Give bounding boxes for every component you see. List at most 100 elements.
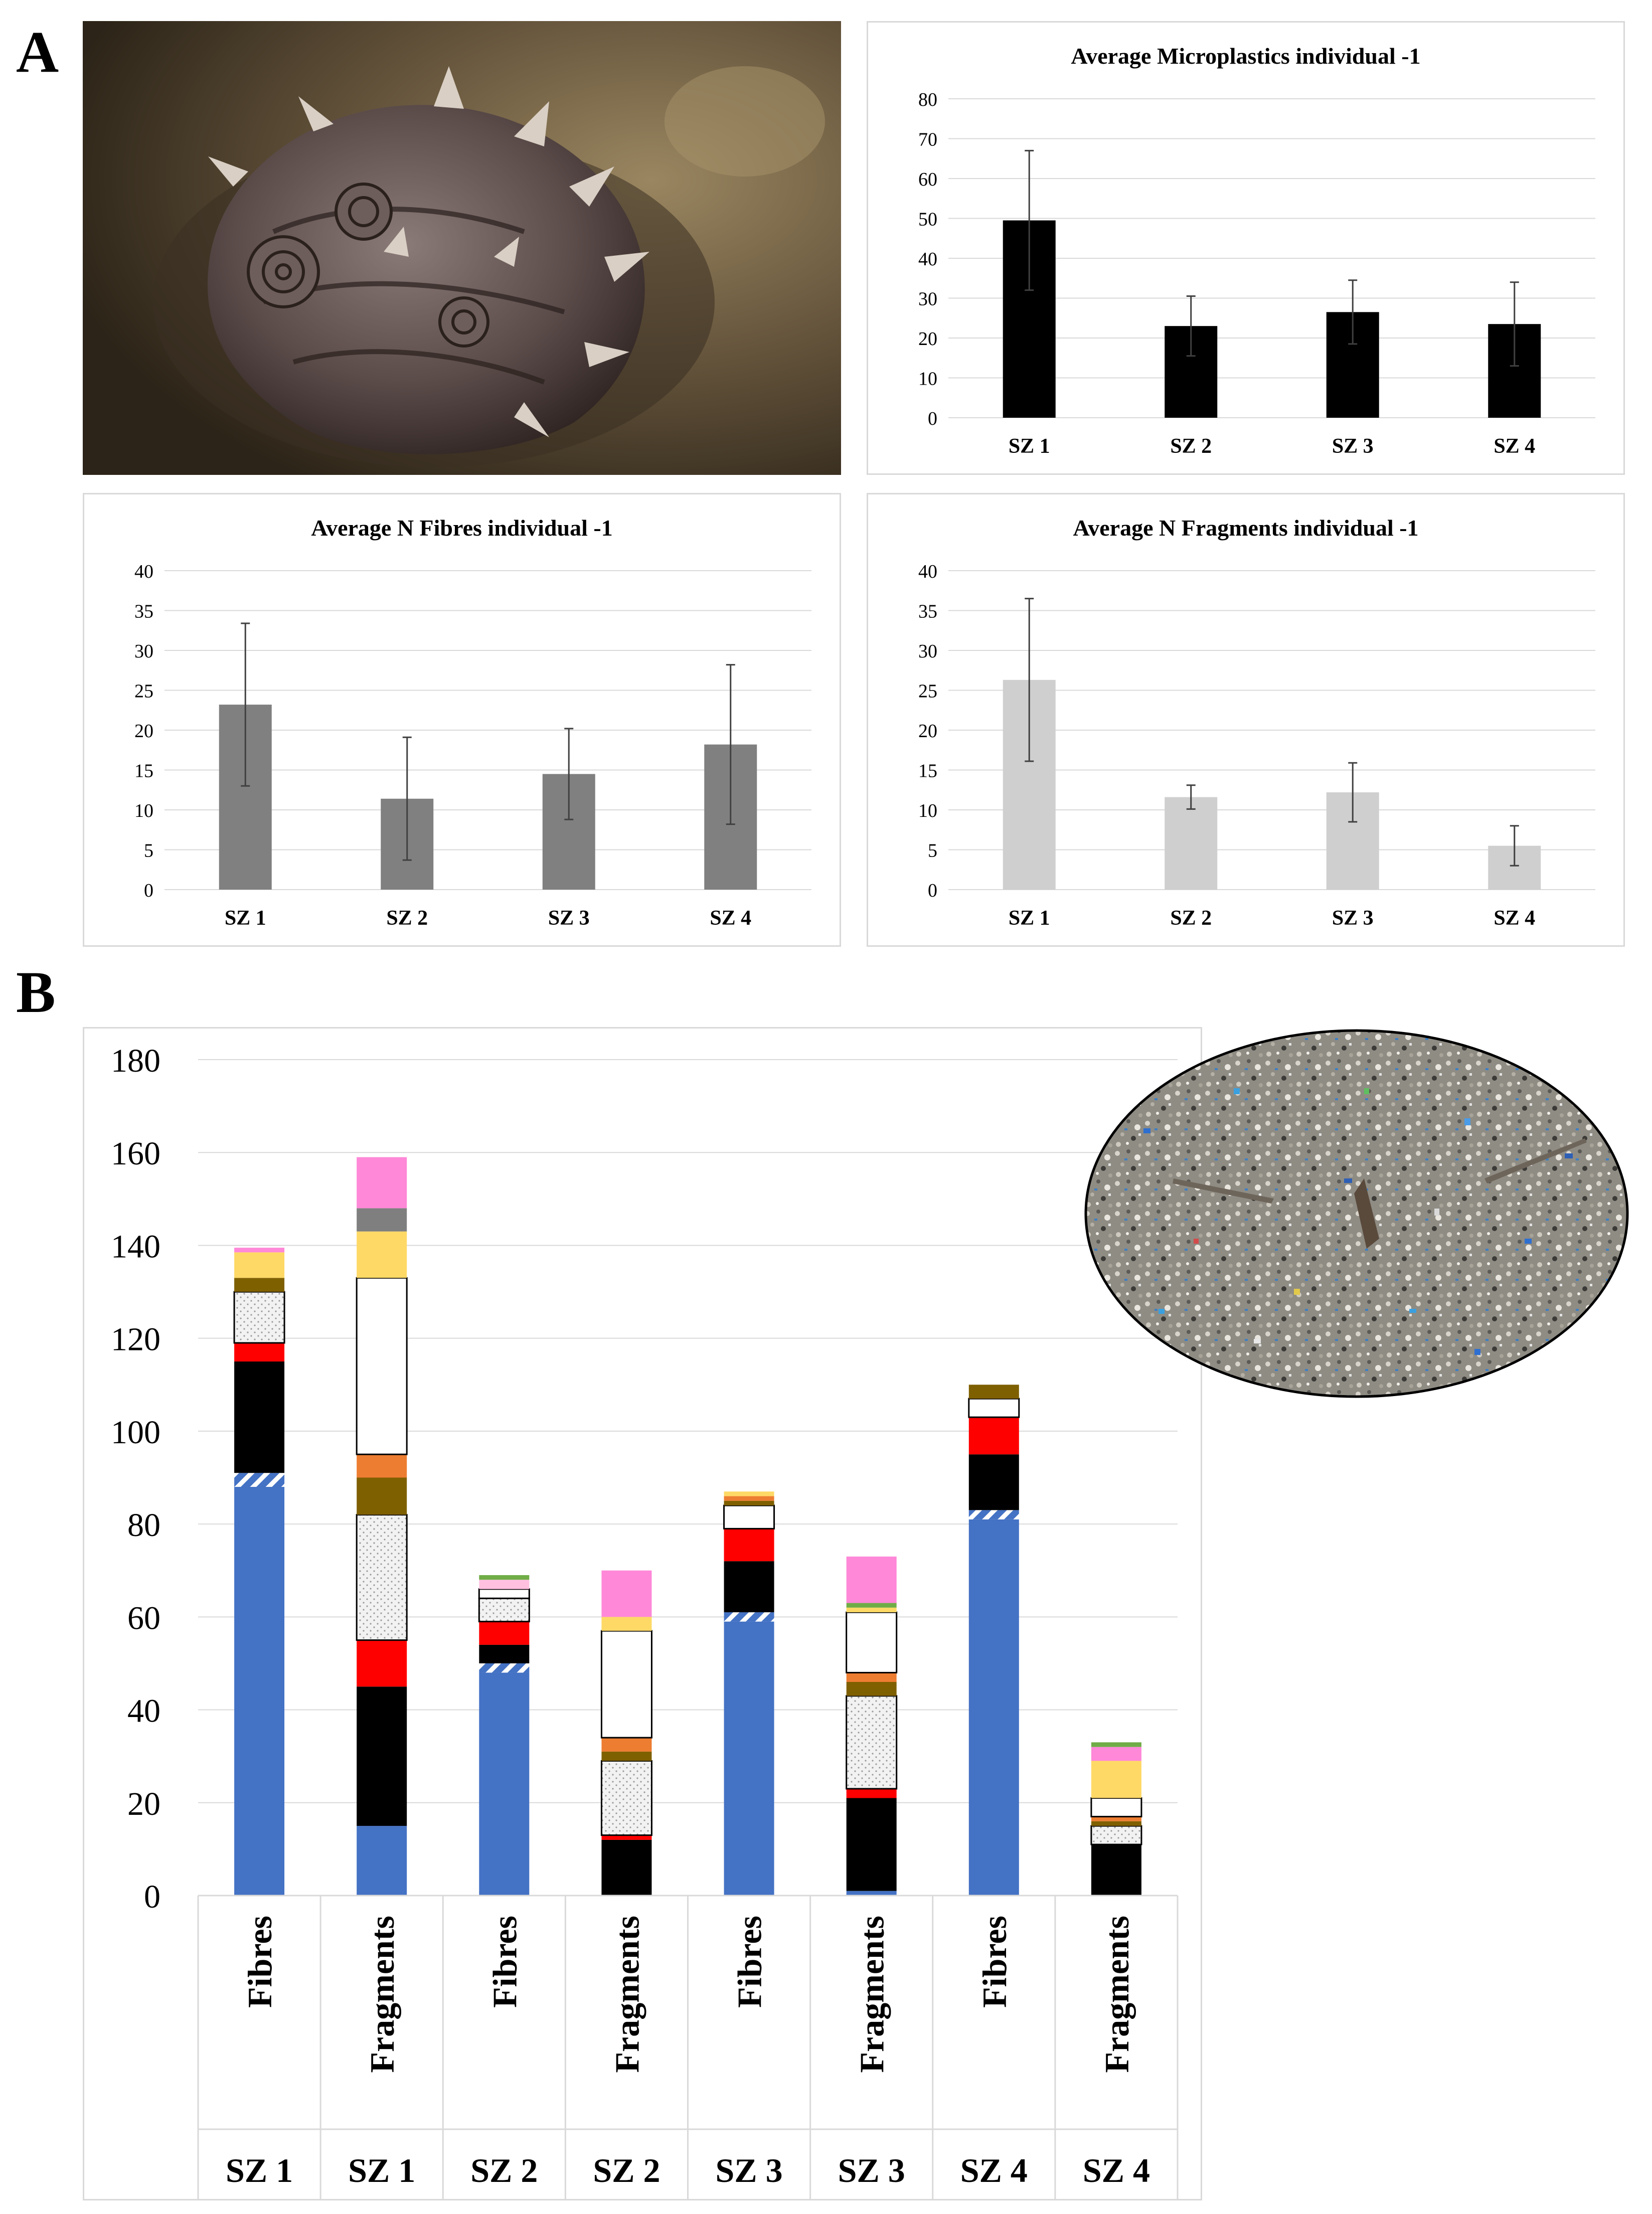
y-tick-label: 40	[134, 561, 153, 582]
bar-segment	[479, 1663, 530, 1673]
bar-segment	[234, 1252, 285, 1278]
bar-segment	[846, 1788, 897, 1798]
bar-segment	[356, 1277, 408, 1455]
bar-segment	[723, 1504, 775, 1529]
chart-stacked-composition: 0 20 40 60 80 100 120 140 160 180 Fibres SZ 1 Fragme…	[83, 1027, 1202, 2200]
y-tick-label: 5	[928, 840, 937, 862]
bar-segment	[357, 1686, 407, 1826]
x-type-label: Fibres	[241, 1916, 279, 2008]
bar-segment	[968, 1417, 1019, 1455]
x-site-label: SZ 3	[715, 2151, 782, 2189]
y-tick-label: 25	[134, 681, 153, 702]
x-category-label: SZ 2	[1170, 435, 1212, 458]
y-tick-label: 0	[928, 880, 937, 901]
x-type-label: Fibres	[485, 1916, 524, 2008]
y-tick-label: 60	[918, 169, 937, 190]
bar-segment	[968, 1398, 1020, 1418]
y-tick-label: 15	[134, 761, 153, 782]
y-tick-label: 35	[918, 601, 937, 622]
bar-segment	[234, 1278, 285, 1292]
y-tick-label: 180	[111, 1043, 160, 1079]
bar-segment	[724, 1612, 774, 1622]
sea-cucumber-photo	[83, 21, 841, 475]
bar-segment	[846, 1611, 898, 1673]
panel-label-a: A	[16, 19, 59, 85]
x-site-label: SZ 4	[960, 2151, 1028, 2189]
chart-title: Average N Fibres individual -1	[311, 515, 612, 541]
bar-segment	[1091, 1742, 1141, 1747]
bar-segment	[234, 1248, 285, 1253]
y-tick-label: 0	[928, 408, 937, 429]
bar-segment	[479, 1621, 530, 1645]
error-bar	[1348, 279, 1358, 345]
bar-segment	[234, 1342, 285, 1361]
x-type-label: Fibres	[975, 1916, 1014, 2008]
y-tick-label: 0	[144, 1879, 160, 1915]
x-site-label: SZ 3	[838, 2151, 905, 2189]
x-category-label: SZ 3	[1332, 907, 1374, 930]
y-tick-label: 10	[918, 800, 937, 821]
bar-segment	[234, 1361, 285, 1473]
bar-segment	[846, 1607, 897, 1613]
y-tick-label: 20	[127, 1786, 160, 1822]
bar-segment	[233, 1291, 285, 1344]
bar-segment	[846, 1672, 897, 1682]
y-tick-label: 40	[127, 1693, 160, 1730]
chart-title: Average N Fragments individual -1	[1073, 515, 1418, 541]
y-tick-label: 30	[134, 641, 153, 662]
bar-segment	[478, 1588, 530, 1599]
y-tick-label: 25	[918, 681, 937, 702]
error-bar	[1510, 281, 1519, 367]
bar-segment	[234, 1487, 285, 1896]
bar-segment	[846, 1695, 898, 1790]
y-tick-label: 120	[111, 1321, 160, 1358]
bar-segment	[479, 1644, 530, 1663]
bar-segment	[600, 1630, 652, 1739]
x-type-label: Fragments	[608, 1916, 646, 2073]
bar-segment	[724, 1491, 774, 1496]
bar-segment	[1090, 1825, 1142, 1845]
x-category-label: SZ 2	[1170, 907, 1212, 930]
x-category-label: SZ 3	[1332, 435, 1374, 458]
error-bar	[1025, 598, 1034, 762]
y-tick-label: 40	[918, 249, 937, 270]
bar-segment	[724, 1496, 774, 1501]
bar-segment	[846, 1681, 897, 1696]
chart-fibres-svg: Average N Fibres individual -1 0 5 10 15 20 2…	[134, 515, 811, 930]
x-category-label: SZ 1	[1009, 435, 1050, 458]
bar-segment	[601, 1835, 652, 1840]
bar-segment	[357, 1208, 407, 1232]
x-category-label: SZ 1	[225, 907, 266, 930]
bar-segment	[479, 1672, 530, 1896]
panel-label-b: B	[16, 959, 56, 1025]
bar-segment	[724, 1561, 774, 1613]
bar-segment	[601, 1751, 652, 1761]
y-tick-label: 20	[918, 328, 937, 350]
x-type-label: Fibres	[731, 1916, 769, 2008]
bar-segment	[601, 1617, 652, 1631]
bar-segment	[1091, 1747, 1141, 1761]
error-bar	[1348, 762, 1358, 823]
error-bar	[241, 622, 250, 787]
y-tick-label: 0	[144, 880, 153, 901]
x-type-label: Fragments	[363, 1916, 401, 2073]
bar-segment	[600, 1760, 652, 1836]
bar-segment	[1091, 1816, 1141, 1821]
chart-fibres: Average N Fibres individual -1 0 5 10 15 20 2…	[83, 493, 841, 947]
bar-segment	[724, 1500, 774, 1506]
y-tick-label: 100	[111, 1414, 160, 1451]
x-category-label: SZ 4	[1494, 435, 1535, 458]
x-type-label: Fragments	[853, 1916, 891, 2073]
bar-segment	[601, 1570, 652, 1617]
y-tick-label: 35	[134, 601, 153, 622]
microplastics-illustration	[1084, 1029, 1629, 1398]
bar-segment	[968, 1454, 1019, 1510]
x-category-label: SZ 3	[548, 907, 590, 930]
x-type-label: Fragments	[1098, 1916, 1136, 2073]
error-bar	[402, 736, 412, 861]
x-site-label: SZ 1	[348, 2151, 415, 2189]
bar-segment	[968, 1385, 1019, 1399]
y-tick-label: 20	[918, 721, 937, 742]
x-category-label: SZ 4	[710, 907, 751, 930]
sea-cucumber-illustration	[83, 21, 841, 475]
